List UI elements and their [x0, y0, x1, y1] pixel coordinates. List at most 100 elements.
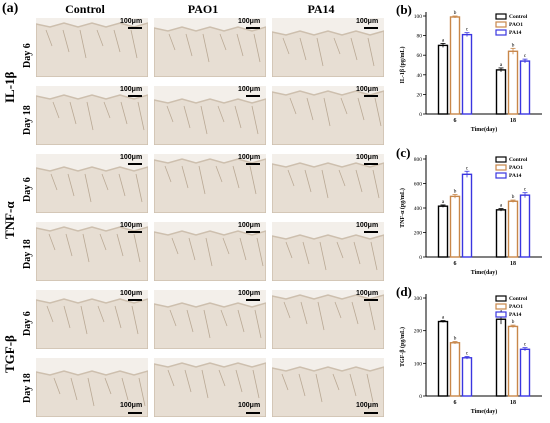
significance-letter: a [500, 203, 503, 209]
x-tick-label: 18 [510, 400, 516, 406]
bar-pa14-6 [461, 33, 473, 115]
column-header-pao1: PAO1 [187, 2, 219, 16]
scale-label: 100μm [238, 86, 261, 93]
scale-label: 100μm [356, 154, 379, 161]
legend-label: Control [509, 296, 528, 302]
micrograph-pao1-row4: 100μm [154, 222, 266, 281]
scale-bar [128, 163, 142, 165]
scale-label: 100μm [120, 86, 143, 93]
scale-label: 100μm [238, 18, 261, 25]
bar-pa14-6 [461, 173, 473, 258]
day-label-r4: Day 18 [22, 239, 33, 269]
bar-control-18 [495, 318, 507, 397]
micrograph-control-row1: 100μm [36, 18, 148, 77]
y-tick-label: 400 [414, 206, 423, 212]
bar-pao1-18 [507, 200, 519, 258]
row-label-tnfa: TNF-α [2, 201, 17, 239]
scale-label: 100μm [356, 290, 379, 297]
legend-label: PAO1 [509, 22, 523, 28]
significance-letter: b [454, 10, 457, 16]
x-tick-label: 18 [510, 261, 516, 267]
micrograph-pa14-row6: 100μm [272, 358, 384, 417]
legend-swatch [495, 295, 507, 302]
micrograph-pao1-row1: 100μm [154, 18, 266, 77]
y-tick-label: 600 [414, 182, 423, 188]
y-tick-label: 100 [414, 361, 423, 367]
legend-label: PA14 [509, 30, 522, 36]
column-header-control: Control [65, 2, 105, 16]
panel-label: (c) [396, 145, 410, 160]
significance-letter: a [442, 199, 445, 205]
micrograph-pa14-row2: 100μm [272, 86, 384, 145]
panel-label: (b) [396, 2, 412, 17]
scale-bar [128, 299, 142, 301]
day-label-r1: Day 6 [22, 43, 33, 68]
micrograph-control-row2: 100μm [36, 86, 148, 145]
scale-bar [246, 412, 260, 414]
significance-letter: a [500, 62, 503, 68]
scale-label: 100μm [120, 290, 143, 297]
day-label-r5: Day 6 [22, 311, 33, 336]
bar-control-6 [437, 320, 449, 397]
legend-label: PAO1 [509, 304, 523, 310]
significance-letter: b [512, 319, 515, 325]
scale-bar [364, 231, 378, 233]
bar-pao1-6 [449, 195, 461, 258]
y-tick-label: 20 [417, 92, 423, 98]
significance-letter: c [466, 165, 469, 171]
significance-letter: b [454, 189, 457, 195]
bar-pa14-18 [519, 60, 531, 115]
significance-letter: a [442, 315, 445, 321]
y-tick-label: 200 [414, 231, 423, 237]
legend-label: PA14 [509, 173, 522, 179]
micrograph-pa14-row4: 100μm [272, 222, 384, 281]
micrograph-pao1-row6: 100μm [154, 358, 266, 417]
x-axis-label: Time(day) [471, 269, 498, 276]
scale-bar [128, 27, 142, 29]
significance-letter: c [524, 342, 527, 348]
x-axis-label: Time(day) [471, 408, 498, 415]
scale-bar [246, 95, 260, 97]
scale-label: 100μm [120, 18, 143, 25]
scale-bar [364, 299, 378, 301]
column-header-pa14: PA14 [307, 2, 335, 16]
x-axis-label: Time(day) [471, 126, 498, 133]
y-tick-label: 0 [419, 394, 422, 400]
x-tick-label: 6 [454, 261, 457, 267]
bar-chart-0: (b) 0 20 40 60 80 100 IL-1β (pg/mL) a b c 6 a b c 18 Tim… [396, 2, 542, 133]
micrograph-control-row6: 100μm [36, 358, 148, 417]
bar-pa14-18 [519, 348, 531, 397]
scale-label: 100μm [120, 222, 143, 229]
bar-control-18 [495, 69, 507, 115]
x-tick-label: 6 [454, 118, 457, 124]
y-tick-label: 60 [417, 53, 423, 59]
scale-label: 100μm [356, 222, 379, 229]
panel-label-a: (a) [2, 1, 19, 16]
significance-letter: a [442, 37, 445, 43]
legend-label: PAO1 [509, 165, 523, 171]
significance-letter: c [524, 187, 527, 193]
micrograph-pao1-row2: 100μm [154, 86, 266, 145]
scale-label: 100μm [238, 222, 261, 229]
scale-label: 100μm [120, 154, 143, 161]
bar-control-18 [495, 209, 507, 258]
micrograph-control-row3: 100μm [36, 154, 148, 213]
y-tick-label: 80 [417, 34, 423, 40]
micrograph-control-row4: 100μm [36, 222, 148, 281]
significance-letter: c [466, 27, 469, 33]
legend-label: PA14 [509, 312, 522, 318]
bar-chart-2: (d) 0 100 200 300 TGF-β (pg/mL) a b c 6 a b c 18 Time(… [396, 284, 542, 415]
bar-control-6 [437, 44, 449, 115]
bar-pao1-6 [449, 16, 461, 115]
legend-swatch [495, 21, 507, 28]
x-tick-label: 18 [510, 118, 516, 124]
significance-letter: b [512, 42, 515, 48]
legend-label: Control [509, 157, 528, 163]
legend-swatch [495, 164, 507, 171]
row-label-il1b: IL-1β [2, 71, 17, 103]
day-label-r3: Day 6 [22, 177, 33, 202]
significance-letter: b [512, 194, 515, 200]
y-tick-label: 200 [414, 329, 423, 335]
scale-label: 100μm [356, 18, 379, 25]
scale-label: 100μm [238, 402, 261, 409]
